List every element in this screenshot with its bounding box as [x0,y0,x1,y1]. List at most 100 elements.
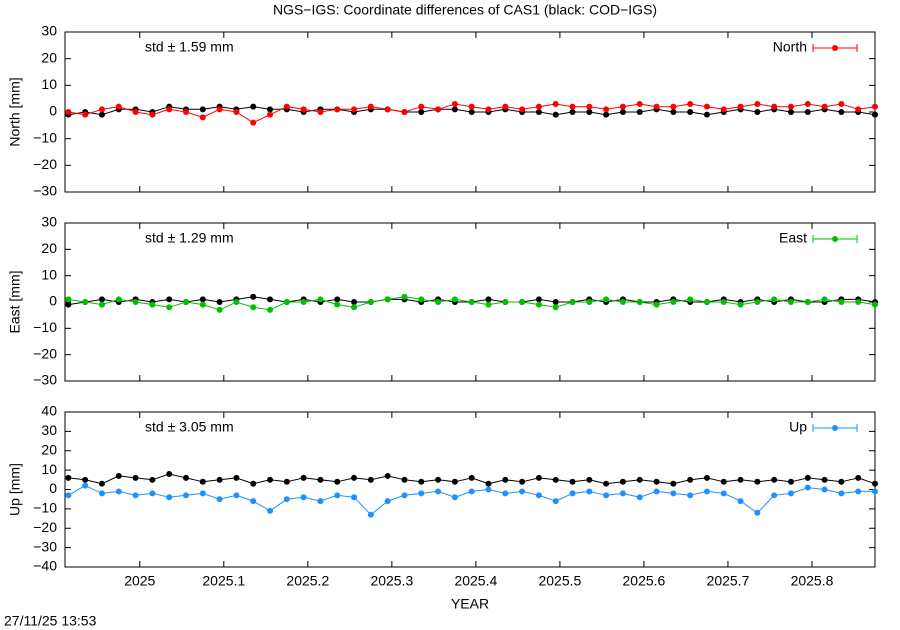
data-point [317,296,324,303]
data-point [569,299,576,305]
data-point [250,480,257,487]
data-point [250,103,257,110]
data-point [586,299,593,305]
data-point [115,472,122,479]
data-point [619,299,626,305]
data-point [233,299,240,305]
y-tick-label: 0 [49,103,57,119]
legend-swatch [832,236,838,242]
data-point [384,498,391,505]
data-point [636,494,643,501]
data-point [384,106,391,113]
data-point [82,111,89,118]
data-point [149,301,156,308]
data-point [166,471,173,477]
data-point [720,490,727,497]
data-point [804,484,811,491]
data-point [384,296,391,303]
data-point [98,106,105,113]
data-point [267,476,274,483]
data-point [552,304,559,311]
data-point [435,299,442,305]
data-point [838,101,845,107]
data-point [552,299,559,305]
data-point [267,507,274,514]
data-point [586,109,593,115]
y-tick-label: −10 [33,129,57,145]
data-point [283,103,290,110]
data-point [804,109,811,115]
data-point [250,119,257,126]
data-point [670,103,677,110]
data-point [98,296,105,303]
data-point [401,293,408,300]
data-point [451,478,458,485]
data-point [132,492,139,499]
data-point [552,476,559,483]
data-point [216,299,223,305]
data-point [199,301,206,308]
x-axis-label: YEAR [451,596,489,612]
data-point [787,299,794,305]
y-tick-label: −20 [33,519,57,535]
data-point [787,109,794,115]
data-point [216,306,223,313]
data-point [267,296,274,303]
y-tick-label: −30 [33,372,57,388]
data-point [804,474,811,481]
data-point [586,103,593,110]
data-point [603,111,610,118]
data-point [334,301,341,308]
data-point [687,492,694,499]
x-tick-label: 2025.6 [623,573,666,589]
data-point [821,103,828,110]
data-point [771,492,778,499]
data-point [687,296,694,303]
data-point [283,496,290,503]
x-tick-label: 2025.3 [370,573,413,589]
y-tick-label: 30 [41,23,57,39]
y-tick-label: 30 [41,422,57,438]
data-point [636,299,643,305]
y-tick-label: 20 [41,49,57,65]
data-point [535,301,542,308]
data-point [855,106,862,113]
data-point [535,109,542,115]
data-point [334,296,341,303]
data-point [166,304,173,311]
data-point [619,478,626,485]
data-point [485,301,492,308]
data-point [283,478,290,485]
data-point [65,474,72,481]
data-point [872,480,878,487]
data-point [300,474,307,481]
y-tick-label: 0 [49,480,57,496]
data-point [502,103,509,110]
data-point [603,480,610,487]
data-point [317,498,324,505]
annotation: std ± 1.29 mm [145,230,234,246]
x-tick-label: 2025.2 [286,573,329,589]
data-point [754,509,761,516]
data-point [149,476,156,483]
data-point [65,296,72,303]
data-point [787,490,794,497]
data-point [804,299,811,305]
data-point [535,296,542,303]
data-point [82,476,89,483]
data-point [115,296,122,303]
data-point [502,299,509,305]
data-point [737,103,744,110]
data-point [519,488,526,495]
data-point [351,106,358,113]
data-point [199,490,206,497]
data-point [603,492,610,499]
y-tick-label: −10 [33,500,57,516]
data-point [771,476,778,483]
data-point [771,103,778,110]
legend-swatch [832,45,838,51]
data-point [804,101,811,107]
data-point [166,106,173,113]
data-point [166,494,173,501]
